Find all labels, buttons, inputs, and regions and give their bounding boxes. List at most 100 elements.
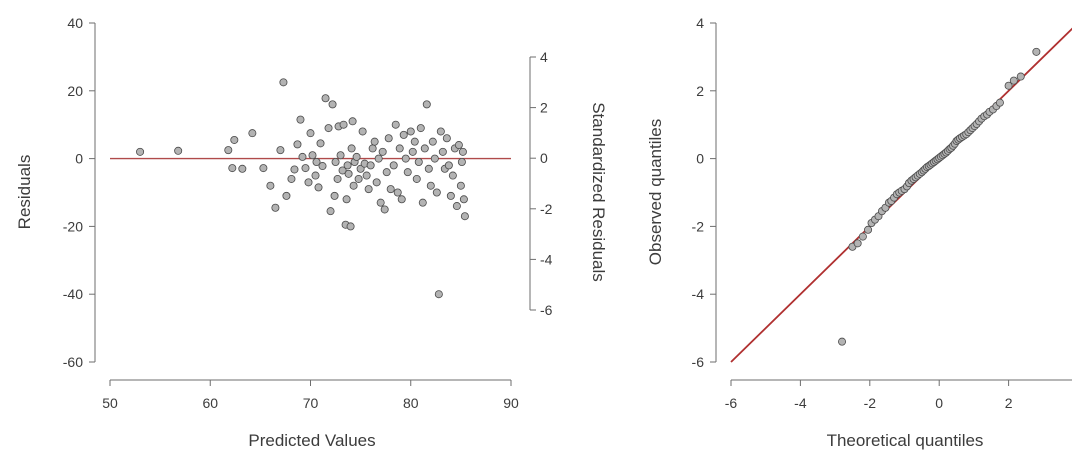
- residual-points: [136, 78, 469, 299]
- residual-point: [401, 154, 410, 163]
- residual-point: [339, 120, 348, 129]
- residual-point: [314, 183, 323, 192]
- residual-point: [306, 129, 315, 138]
- residual-point: [384, 134, 393, 143]
- residual-point: [386, 185, 395, 194]
- x-axis-label: Predicted Values: [248, 431, 375, 450]
- residual-point: [403, 168, 412, 177]
- qq-y-tick-label: 4: [696, 15, 704, 31]
- qq-x-tick-label: -2: [864, 395, 877, 411]
- residual-point: [460, 212, 469, 221]
- residual-point: [304, 178, 313, 187]
- residual-point: [428, 137, 437, 146]
- residual-point: [456, 181, 465, 190]
- residual-point: [330, 191, 339, 200]
- residual-point: [318, 162, 327, 171]
- residual-point: [412, 174, 421, 183]
- residual-point: [287, 174, 296, 183]
- residual-point: [406, 127, 415, 136]
- residual-point: [311, 171, 320, 180]
- residual-point: [389, 161, 398, 170]
- residual-point: [376, 198, 385, 207]
- residual-point: [230, 135, 239, 144]
- residual-point: [432, 188, 441, 197]
- residual-point: [459, 195, 468, 204]
- residual-point: [410, 137, 419, 146]
- qq-plot-chart: -6 -4 -2 0 2 4 -6 -4 -2 0 2 4 Theoretical quantile…: [646, 15, 1072, 450]
- residual-point: [366, 161, 375, 170]
- residual-point: [454, 141, 463, 150]
- residual-point: [420, 144, 429, 153]
- x-axis-ticks: 50 60 70 80 90: [102, 380, 519, 411]
- residual-point: [293, 140, 302, 149]
- qq-point: [1032, 47, 1041, 56]
- qq-y-tick-label: -6: [692, 354, 705, 370]
- residual-point: [259, 164, 268, 173]
- qq-points: [838, 47, 1041, 346]
- residual-point: [298, 152, 307, 161]
- qq-point: [1016, 72, 1025, 81]
- residual-point: [279, 78, 288, 87]
- y-axis-label: Residuals: [15, 155, 34, 230]
- secondary-y-axis-label: Standardized Residuals: [589, 102, 608, 282]
- residual-point: [362, 171, 371, 180]
- residual-point: [328, 100, 337, 109]
- residual-point: [380, 205, 389, 214]
- qq-x-tick-label: 2: [1005, 395, 1013, 411]
- residual-point: [352, 152, 361, 161]
- x-tick-label: 90: [503, 395, 519, 411]
- qq-point: [1004, 81, 1013, 90]
- y-tick-label: 40: [67, 15, 83, 31]
- secondary-y-axis-ticks: -6 -4 -2 0 2 4: [530, 49, 553, 318]
- y-tick-label: 0: [75, 151, 83, 167]
- residual-point: [248, 129, 257, 138]
- residual-point: [422, 100, 431, 109]
- qq-y-axis-label: Observed quantiles: [646, 119, 665, 265]
- residual-point: [408, 147, 417, 156]
- y2-tick-label: 0: [540, 150, 548, 166]
- qq-point: [864, 225, 873, 234]
- residual-point: [326, 207, 335, 216]
- residual-point: [397, 195, 406, 204]
- qq-x-axis-label: Theoretical quantiles: [827, 431, 984, 450]
- qq-point: [1009, 76, 1018, 85]
- residual-point: [331, 157, 340, 166]
- qq-point: [853, 239, 862, 248]
- x-tick-label: 80: [403, 395, 419, 411]
- residual-point: [321, 94, 330, 103]
- residual-point: [430, 154, 439, 163]
- qq-y-tick-label: 2: [696, 83, 704, 99]
- residual-point: [393, 188, 402, 197]
- residual-point: [228, 164, 237, 173]
- qq-point: [995, 98, 1004, 107]
- y2-tick-label: -6: [540, 302, 553, 318]
- residual-point: [271, 203, 280, 212]
- residual-point: [344, 169, 353, 178]
- residual-point: [276, 146, 285, 155]
- residual-point: [347, 144, 356, 153]
- qq-y-tick-label: -2: [692, 218, 705, 234]
- qq-y-axis-ticks: -6 -4 -2 0 2 4: [692, 15, 716, 370]
- qq-x-tick-label: -6: [725, 395, 738, 411]
- residual-point: [333, 174, 342, 183]
- residual-point: [316, 139, 325, 148]
- y-tick-label: -20: [63, 218, 83, 234]
- residual-point: [136, 147, 145, 156]
- residual-point: [308, 151, 317, 160]
- residual-point: [290, 165, 299, 174]
- residual-point: [301, 164, 310, 173]
- residual-point: [399, 130, 408, 139]
- residual-point: [174, 146, 183, 155]
- y-tick-label: 20: [67, 83, 83, 99]
- residual-point: [336, 151, 345, 160]
- residual-point: [436, 127, 445, 136]
- residual-point: [312, 157, 321, 166]
- residual-point: [338, 166, 347, 175]
- residual-point: [349, 181, 358, 190]
- qq-x-tick-label: -4: [794, 395, 807, 411]
- qq-y-tick-label: -4: [692, 286, 705, 302]
- residual-point: [378, 147, 387, 156]
- residual-point: [457, 157, 466, 166]
- residual-point: [296, 115, 305, 124]
